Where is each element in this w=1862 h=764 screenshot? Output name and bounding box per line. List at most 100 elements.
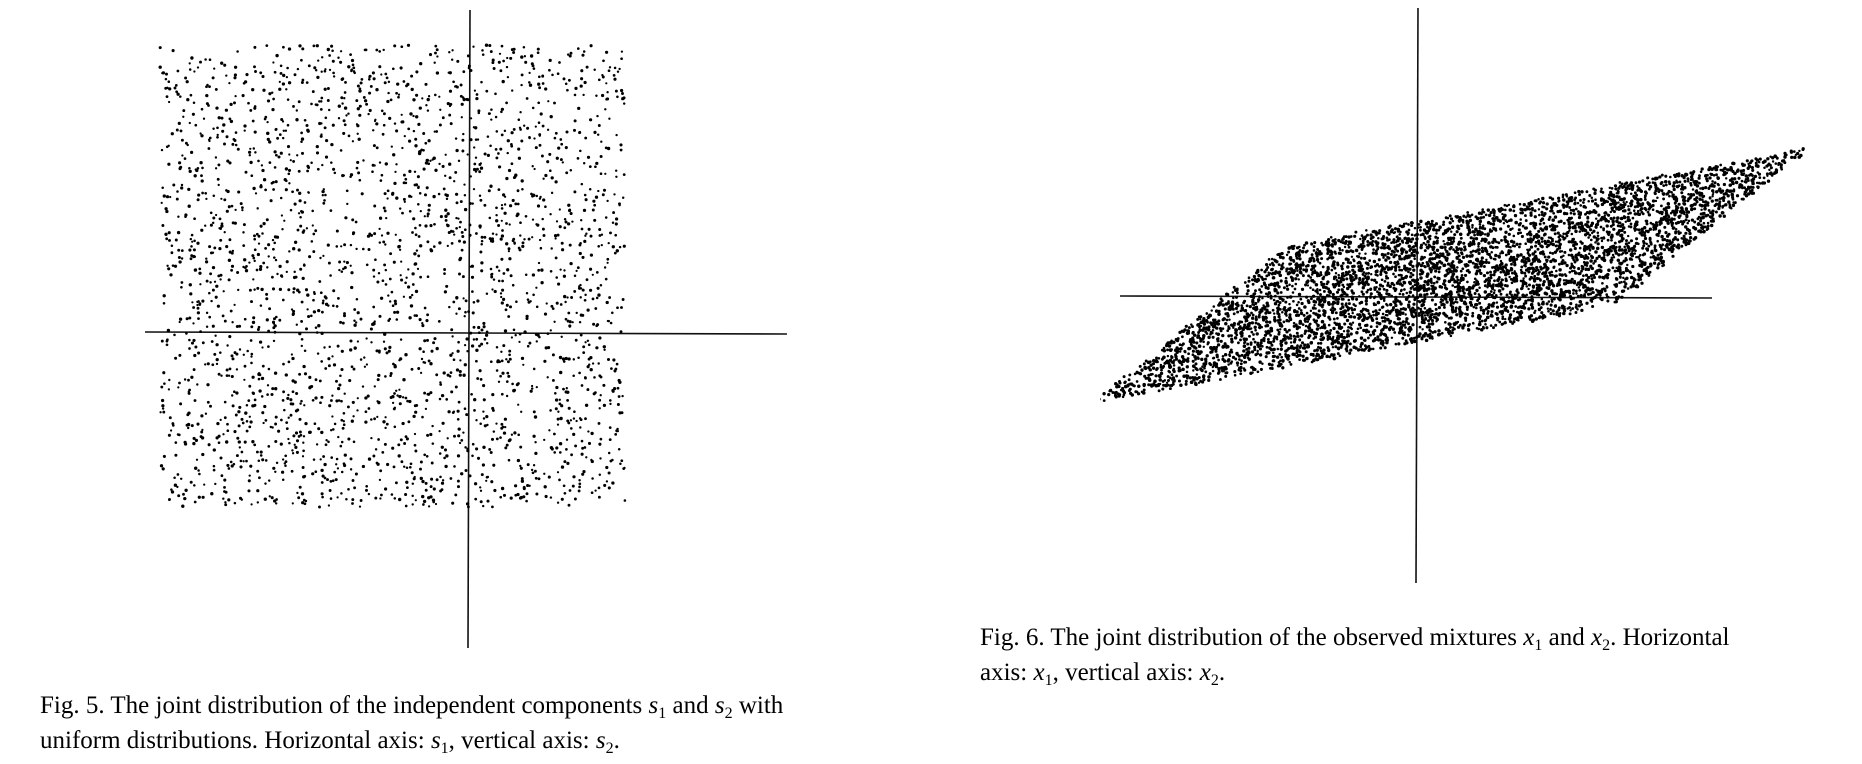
- scatter-point: [361, 385, 365, 388]
- scatter-point: [289, 398, 293, 402]
- scatter-point: [529, 54, 534, 58]
- scatter-point: [273, 150, 277, 154]
- scatter-point: [403, 200, 406, 203]
- scatter-point: [223, 142, 226, 146]
- scatter-point: [455, 295, 459, 300]
- scatter-point: [531, 64, 535, 68]
- scatter-point: [556, 72, 560, 76]
- scatter-point: [1636, 185, 1639, 188]
- scatter-point: [231, 249, 235, 253]
- scatter-point: [388, 116, 392, 121]
- scatter-point: [489, 267, 493, 271]
- scatter-point: [242, 460, 245, 463]
- scatter-point: [262, 178, 267, 182]
- scatter-point: [170, 490, 175, 494]
- scatter-point: [453, 434, 456, 438]
- scatter-point: [224, 503, 228, 507]
- scatter-point: [1423, 314, 1427, 317]
- scatter-point: [502, 297, 506, 301]
- scatter-point: [438, 429, 441, 433]
- scatter-point: [188, 68, 192, 71]
- scatter-point: [297, 248, 301, 252]
- scatter-point: [596, 114, 599, 118]
- scatter-point: [567, 503, 571, 507]
- scatter-point: [330, 44, 334, 48]
- scatter-point: [1568, 291, 1572, 295]
- scatter-point: [332, 289, 336, 293]
- scatter-point: [1168, 358, 1173, 362]
- scatter-point: [1582, 197, 1586, 202]
- scatter-point: [1504, 230, 1508, 235]
- scatter-point: [200, 430, 204, 434]
- scatter-point: [1407, 244, 1412, 249]
- scatter-point: [522, 495, 526, 499]
- scatter-point: [427, 139, 431, 143]
- scatter-point: [456, 479, 460, 483]
- scatter-point: [287, 288, 291, 292]
- scatter-point: [1398, 233, 1401, 236]
- scatter-point: [397, 454, 401, 458]
- scatter-point: [179, 477, 183, 481]
- scatter-point: [329, 209, 333, 212]
- scatter-point: [207, 104, 210, 107]
- scatter-point: [286, 123, 290, 127]
- scatter-point: [605, 300, 609, 305]
- scatter-point: [272, 97, 275, 101]
- scatter-point: [574, 338, 578, 342]
- scatter-point: [569, 211, 573, 216]
- scatter-point: [335, 379, 338, 383]
- scatter-point: [1480, 246, 1484, 250]
- scatter-point: [217, 163, 221, 167]
- scatter-point: [288, 441, 291, 445]
- scatter-point: [226, 463, 230, 467]
- scatter-point: [177, 248, 181, 252]
- scatter-point: [174, 238, 178, 242]
- scatter-point: [471, 442, 475, 446]
- scatter-point: [331, 415, 334, 418]
- scatter-point: [1341, 249, 1344, 252]
- scatter-point: [197, 495, 201, 499]
- scatter-point: [315, 144, 319, 149]
- scatter-point: [582, 208, 587, 213]
- scatter-point: [430, 477, 434, 481]
- scatter-point: [333, 422, 337, 426]
- scatter-point: [491, 288, 494, 291]
- scatter-point: [508, 305, 513, 309]
- scatter-point: [1266, 340, 1271, 344]
- scatter-point: [214, 482, 217, 486]
- scatter-point: [326, 47, 330, 52]
- scatter-point: [190, 341, 195, 345]
- scatter-point: [393, 363, 397, 367]
- figure-5: Fig. 5. The joint distribution of the in…: [0, 0, 920, 764]
- scatter-point: [382, 206, 386, 210]
- scatter-point: [271, 426, 274, 429]
- scatter-point: [251, 254, 255, 258]
- scatter-point: [1313, 335, 1318, 339]
- scatter-point: [253, 237, 257, 241]
- scatter-point: [421, 324, 425, 328]
- scatter-point: [1701, 186, 1705, 191]
- scatter-point: [243, 129, 246, 132]
- scatter-point: [523, 55, 527, 58]
- scatter-point: [581, 472, 585, 476]
- scatter-point: [1306, 284, 1310, 287]
- scatter-point: [286, 98, 290, 101]
- scatter-point: [1570, 232, 1574, 236]
- scatter-point: [227, 258, 232, 262]
- scatter-point: [329, 497, 333, 500]
- scatter-point: [440, 393, 445, 398]
- scatter-point: [572, 358, 576, 361]
- scatter-point: [601, 193, 605, 197]
- scatter-point: [1667, 248, 1672, 252]
- scatter-point: [414, 137, 418, 141]
- scatter-point: [1631, 264, 1635, 269]
- scatter-point: [413, 252, 417, 256]
- scatter-point: [474, 497, 478, 501]
- scatter-point: [196, 198, 200, 202]
- scatter-point: [350, 419, 354, 423]
- scatter-point: [252, 278, 255, 281]
- scatter-point: [608, 399, 612, 402]
- scatter-point: [1230, 350, 1234, 354]
- scatter-point: [365, 488, 368, 492]
- scatter-point: [536, 47, 540, 51]
